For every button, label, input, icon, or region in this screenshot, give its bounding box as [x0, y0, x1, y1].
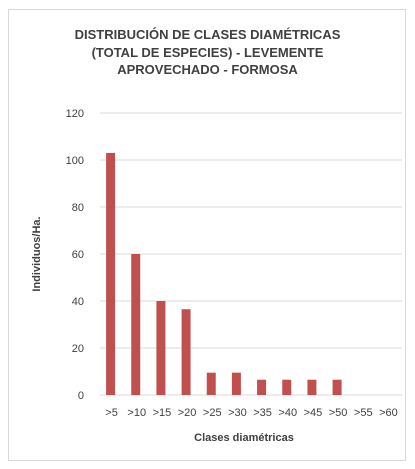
x-tick-label: >5: [105, 407, 118, 419]
x-tick-label: >55: [354, 407, 373, 419]
bar-4: [206, 372, 216, 395]
y-tick-label: 60: [72, 249, 84, 261]
bar-5: [231, 372, 241, 395]
y-axis-title: Individuos/Ha.: [31, 216, 43, 291]
y-tick-label: 40: [72, 296, 84, 308]
gridlines: [100, 112, 402, 396]
x-axis-title: Clases diamétricas: [194, 432, 294, 444]
x-tick-label: >40: [278, 407, 297, 419]
bar-7: [282, 379, 292, 395]
x-tick-label: >60: [379, 407, 398, 419]
bar-8: [307, 379, 317, 395]
x-tick-label: >20: [178, 407, 197, 419]
bars: [106, 152, 342, 395]
x-tick-label: >30: [228, 407, 247, 419]
x-tick-label: >15: [153, 407, 172, 419]
y-tick-label: 0: [78, 390, 84, 402]
y-tick-label: 80: [72, 202, 84, 214]
y-tick-label: 100: [66, 155, 84, 167]
chart-title-line-3: APROVECHADO - FORMOSA: [117, 62, 298, 77]
bar-2: [156, 301, 166, 395]
bar-6: [257, 379, 267, 395]
chart-title-line-2: (TOTAL DE ESPECIES) - LEVEMENTE: [91, 44, 324, 60]
x-tick-label: >50: [329, 407, 348, 419]
bar-1: [131, 254, 141, 395]
x-tick-label: >35: [253, 407, 272, 419]
x-axis-ticks: >5 >10 >15 >20 >25 >30 >35 >40 >45 >50 >55 >60: [105, 407, 397, 419]
y-tick-label: 20: [72, 343, 84, 355]
y-axis-ticks: 0 20 40 60 80 100 120: [66, 108, 84, 402]
x-tick-label: >10: [127, 407, 146, 419]
x-tick-label: >45: [304, 407, 323, 419]
bar-3: [181, 309, 191, 395]
chart-title-line-1: DISTRIBUCIÓN DE CLASES DIAMÉTRICAS: [74, 27, 341, 42]
chart-title: DISTRIBUCIÓN DE CLASES DIAMÉTRICAS (TOTA…: [30, 26, 385, 79]
y-tick-label: 120: [66, 108, 84, 120]
bar-9: [332, 379, 342, 395]
bar-0: [106, 152, 116, 395]
x-tick-label: >25: [203, 407, 222, 419]
